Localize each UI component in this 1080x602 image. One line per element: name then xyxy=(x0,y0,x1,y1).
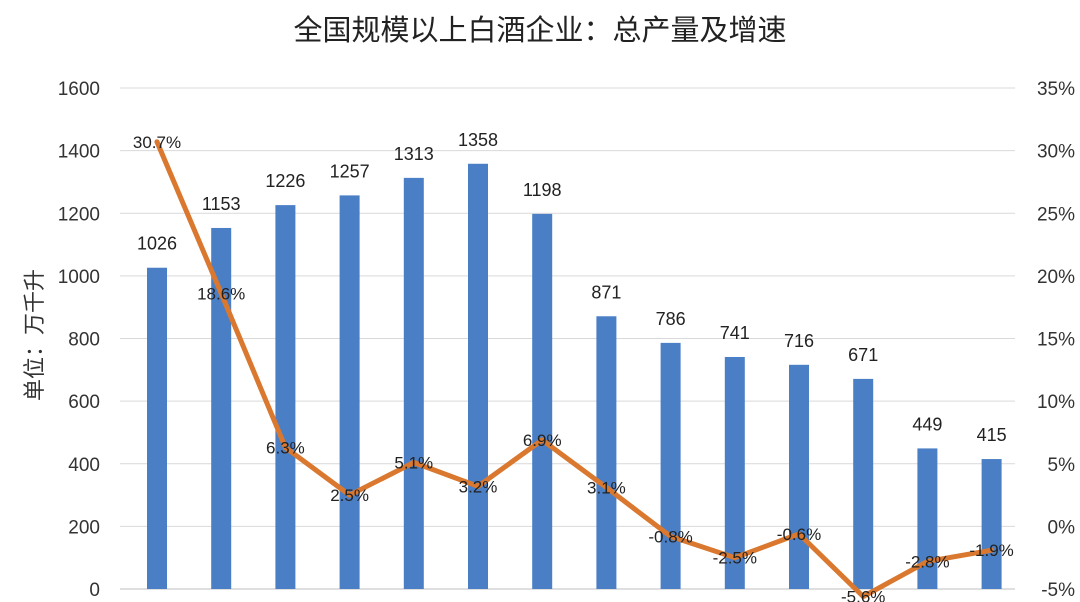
y2-tick-label: 15% xyxy=(1037,330,1075,351)
growth-point xyxy=(154,139,160,145)
growth-point xyxy=(347,492,353,498)
y-tick-label: 200 xyxy=(68,517,100,538)
y-tick-label: 800 xyxy=(68,330,100,351)
growth-point xyxy=(732,555,738,561)
bar-value-label: 1226 xyxy=(265,171,305,191)
growth-point xyxy=(860,594,866,600)
y2-tick-label: -5% xyxy=(1041,580,1075,601)
growth-label: -0.6% xyxy=(777,525,821,544)
growth-point xyxy=(668,533,674,539)
growth-point xyxy=(796,531,802,537)
y2-tick-label: 25% xyxy=(1037,204,1075,225)
bar xyxy=(532,213,553,589)
growth-point xyxy=(475,483,481,489)
bar xyxy=(147,267,167,589)
growth-point xyxy=(218,290,224,296)
bar-value-label: 1153 xyxy=(202,194,241,214)
bar-value-label: 786 xyxy=(656,309,686,329)
growth-label: 5.1% xyxy=(394,453,433,472)
bar-value-label: 415 xyxy=(977,425,1007,445)
y2-tick-label: 30% xyxy=(1037,142,1075,163)
y2-tick-label: 0% xyxy=(1048,517,1076,538)
bar xyxy=(596,316,617,589)
growth-point xyxy=(282,444,288,450)
bar xyxy=(917,448,938,589)
growth-label: -2.5% xyxy=(713,549,757,568)
growth-point xyxy=(603,485,609,491)
bar-value-label: 871 xyxy=(591,282,621,302)
y-tick-label: 600 xyxy=(68,392,100,413)
y-tick-label: 1400 xyxy=(58,142,100,163)
growth-label: 18.6% xyxy=(197,284,245,303)
growth-label: 6.9% xyxy=(523,431,562,450)
bar-value-label: 1026 xyxy=(137,234,177,254)
y2-tick-label: 35% xyxy=(1037,79,1075,100)
growth-label: -5.6% xyxy=(841,588,885,602)
bar-value-label: 741 xyxy=(720,323,750,343)
y-tick-label: 1200 xyxy=(58,204,100,225)
y-tick-label: 400 xyxy=(68,455,100,476)
y-tick-label: 0 xyxy=(89,580,100,601)
chart-title: 全国规模以上白酒企业：总产量及增速 xyxy=(293,13,786,47)
bar-value-label: 449 xyxy=(912,414,942,434)
bar-value-label: 1257 xyxy=(330,161,370,181)
bar-value-label: 1198 xyxy=(523,180,562,200)
bar-value-label: 1313 xyxy=(394,144,434,164)
bar xyxy=(853,378,874,589)
y-axis-label: 单位：万千升 xyxy=(23,269,48,401)
y2-tick-label: 5% xyxy=(1048,455,1076,476)
growth-point xyxy=(539,437,545,443)
bar xyxy=(789,364,809,589)
bar xyxy=(211,227,232,590)
growth-line xyxy=(154,139,995,600)
growth-label: -1.9% xyxy=(969,541,1013,560)
bar xyxy=(403,177,424,589)
bar-value-label: 671 xyxy=(848,345,878,365)
y-tick-label: 1000 xyxy=(58,267,100,288)
bar xyxy=(981,459,1002,589)
growth-label: 30.7% xyxy=(133,133,181,152)
y-tick-label: 1600 xyxy=(58,79,100,100)
bar xyxy=(724,356,745,589)
y2-tick-label: 20% xyxy=(1037,267,1075,288)
growth-label: 3.2% xyxy=(459,477,498,496)
growth-point xyxy=(924,558,930,564)
growth-point xyxy=(411,459,417,465)
growth-label: -0.8% xyxy=(648,527,692,546)
growth-point xyxy=(989,547,995,553)
y2-tick-label: 10% xyxy=(1037,392,1075,413)
bar xyxy=(275,205,296,589)
growth-label: 2.5% xyxy=(330,486,369,505)
bar-value-label: 1358 xyxy=(458,130,498,150)
bar-value-label: 716 xyxy=(784,331,814,351)
growth-label: 3.1% xyxy=(587,479,626,498)
growth-label: 6.3% xyxy=(266,438,305,457)
growth-label: -2.8% xyxy=(905,552,949,571)
bar xyxy=(660,342,681,589)
bar xyxy=(339,195,360,590)
bar xyxy=(468,163,488,589)
